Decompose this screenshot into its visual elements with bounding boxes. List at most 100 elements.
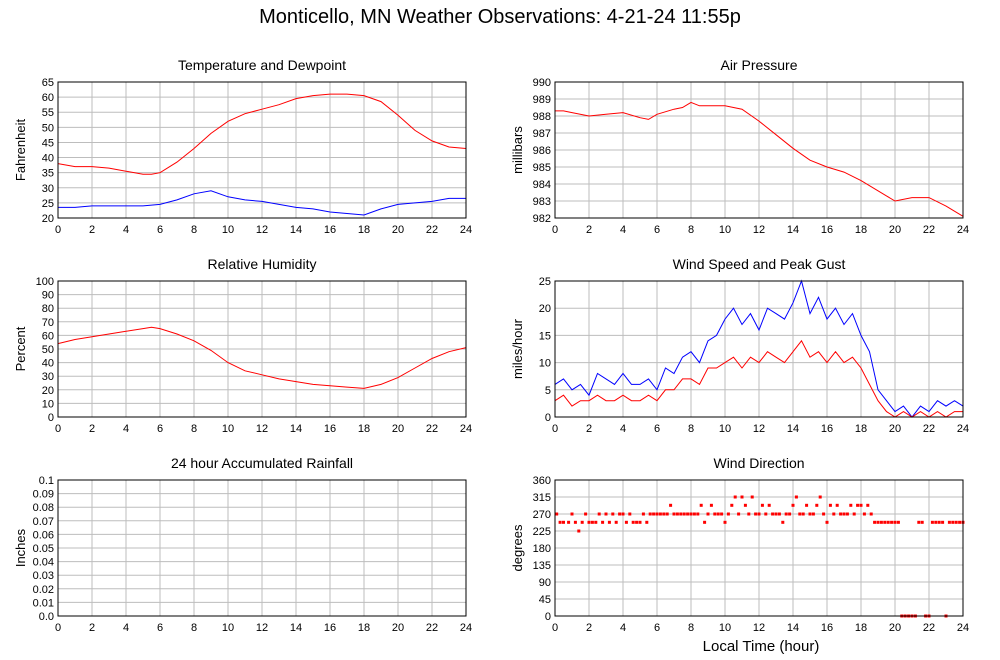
data-point [757,512,761,516]
chart-title: Relative Humidity [208,256,317,272]
data-point [750,495,754,499]
x-tick-label: 12 [256,622,268,634]
x-tick-label: 4 [620,224,626,236]
data-point [801,512,805,516]
data-point [740,495,744,499]
x-tick-label: 16 [821,224,833,236]
x-tick-label: 18 [358,224,370,236]
y-tick-label: 25 [42,198,54,210]
data-point [852,512,856,516]
data-point [811,512,815,516]
y-tick-label: 100 [36,276,54,288]
data-point [672,512,676,516]
data-point [594,520,598,524]
data-point [638,520,642,524]
data-point [567,520,571,524]
data-point [866,503,870,507]
x-tick-label: 14 [290,423,302,435]
data-point [771,512,775,516]
x-tick-label: 18 [358,622,370,634]
y-tick-label: 35 [42,168,54,180]
data-point [631,520,635,524]
x-tick-label: 0 [55,622,61,634]
data-point [607,520,611,524]
x-tick-label: 2 [586,622,592,634]
data-point [601,520,605,524]
y-tick-label: 15 [539,330,551,342]
x-tick-label: 0 [552,423,558,435]
x-tick-label: 6 [157,224,163,236]
data-point [896,520,900,524]
data-point [754,512,758,516]
x-tick-label: 8 [688,622,694,634]
data-point [798,512,802,516]
data-point [597,512,601,516]
data-point [835,503,839,507]
data-point [920,520,924,524]
x-tick-label: 24 [460,423,472,435]
data-point [604,512,608,516]
data-point [832,512,836,516]
data-point [662,512,666,516]
data-point [879,520,883,524]
x-tick-label: 8 [688,423,694,435]
data-point [869,512,873,516]
data-point [845,512,849,516]
x-tick-label: 10 [719,224,731,236]
y-tick-label: 0.09 [33,489,54,501]
plot-frame [554,479,964,617]
x-tick-label: 4 [123,224,129,236]
y-tick-label: 0.06 [33,529,54,541]
x-tick-label: 2 [89,423,95,435]
data-point [954,520,958,524]
data-point [641,512,645,516]
y-tick-label: 0 [545,412,551,424]
x-tick-label: 18 [855,622,867,634]
data-point [883,520,887,524]
data-point [737,512,741,516]
x-tick-label: 0 [55,423,61,435]
y-axis-label: miles/hour [510,318,525,379]
y-tick-label: 0.0 [39,611,54,623]
data-point [570,512,574,516]
y-tick-label: 25 [539,276,551,288]
y-tick-label: 30 [42,183,54,195]
y-tick-label: 985 [533,162,551,174]
y-tick-label: 988 [533,111,551,123]
x-tick-label: 6 [654,622,660,634]
data-point [689,512,693,516]
plot-frame [57,479,467,617]
y-tick-label: 0.01 [33,597,54,609]
x-tick-label: 22 [923,622,935,634]
x-tick-label: 4 [123,423,129,435]
data-point [696,512,700,516]
data-point [764,512,768,516]
y-tick-label: 0.08 [33,502,54,514]
chart-title: Air Pressure [720,57,797,73]
x-tick-label: 22 [923,224,935,236]
x-tick-label: 14 [787,423,799,435]
y-tick-label: 180 [533,543,551,555]
x-tick-label: 22 [923,423,935,435]
data-point [645,520,649,524]
y-tick-label: 40 [42,358,54,370]
data-point [614,520,618,524]
data-point [703,520,707,524]
x-tick-label: 12 [753,622,765,634]
data-point [781,520,785,524]
y-axis-label: Percent [13,326,28,371]
data-point [930,520,934,524]
data-point [621,512,625,516]
y-tick-label: 50 [42,122,54,134]
x-tick-label: 12 [256,224,268,236]
data-point [682,512,686,516]
x-tick-label: 12 [753,224,765,236]
y-tick-label: 45 [42,137,54,149]
y-tick-label: 0 [48,412,54,424]
x-tick-label: 12 [256,423,268,435]
data-point [624,520,628,524]
data-point [562,520,565,524]
y-tick-label: 360 [533,475,551,487]
plot-frame [554,81,964,219]
